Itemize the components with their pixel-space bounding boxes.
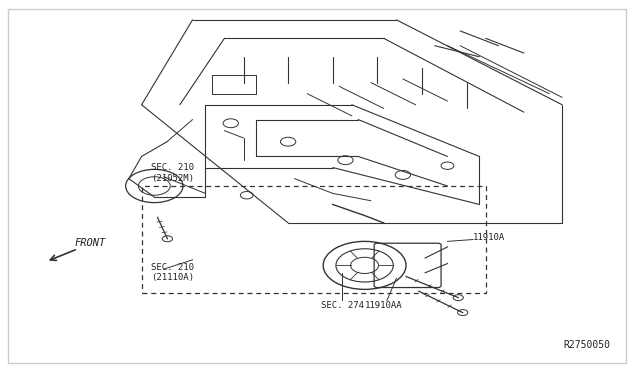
- Text: SEC. 274: SEC. 274: [321, 301, 364, 311]
- Text: FRONT: FRONT: [75, 238, 106, 248]
- Text: R2750050: R2750050: [563, 340, 610, 350]
- Text: 11910AA: 11910AA: [365, 301, 403, 311]
- Text: SEC. 210
(21110A): SEC. 210 (21110A): [151, 263, 194, 282]
- Text: SEC. 210
(21052M): SEC. 210 (21052M): [151, 163, 194, 183]
- Text: 11910A: 11910A: [473, 233, 505, 242]
